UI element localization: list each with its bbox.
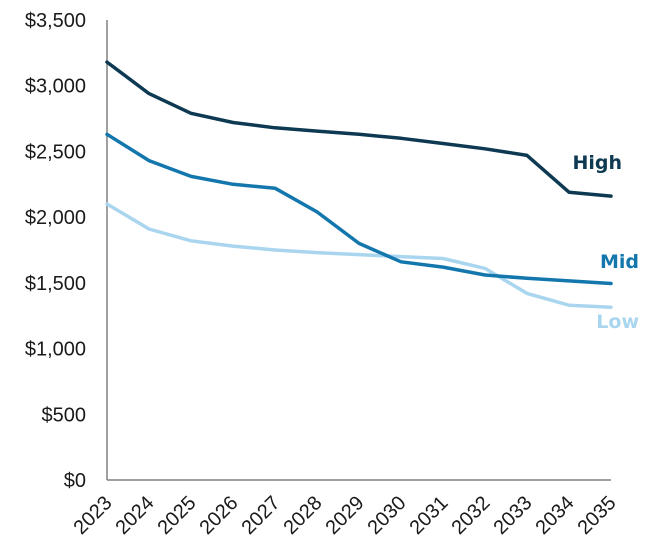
x-tick-label: 2027 <box>238 492 285 539</box>
y-tick-label: $3,000 <box>25 76 86 98</box>
x-tick-label: 2034 <box>532 492 579 539</box>
series-lines <box>105 60 613 309</box>
series-line-mid <box>105 132 613 286</box>
y-tick-label: $0 <box>64 470 86 492</box>
y-tick-label: $3,500 <box>25 10 86 32</box>
x-tick-label: 2024 <box>112 492 159 539</box>
series-label-high: High <box>572 152 622 174</box>
x-tick-label: 2023 <box>70 492 117 539</box>
x-tick-label: 2025 <box>154 492 201 539</box>
x-tick-label: 2028 <box>280 492 327 539</box>
axes <box>106 20 611 481</box>
y-tick-label: $2,000 <box>25 207 86 229</box>
x-tick-label: 2029 <box>322 492 369 539</box>
y-tick-label: $500 <box>42 404 87 426</box>
x-tick-label: 2031 <box>406 492 453 539</box>
series-label-mid: Mid <box>600 251 639 273</box>
x-tick-label: 2033 <box>490 492 537 539</box>
x-tick-label: 2035 <box>574 492 621 539</box>
series-labels: High Mid Low <box>572 152 639 333</box>
y-tick-label: $1,500 <box>25 273 86 295</box>
series-label-low: Low <box>596 311 639 333</box>
series-line-high <box>105 60 613 198</box>
x-axis-ticks: 2023202420252026202720282029203020312032… <box>70 492 621 539</box>
x-tick-label: 2026 <box>196 492 243 539</box>
y-tick-label: $2,500 <box>25 141 86 163</box>
x-tick-label: 2030 <box>364 492 411 539</box>
y-tick-label: $1,000 <box>25 339 86 361</box>
y-axis-ticks: $0 $500 $1,000 $1,500 $2,000 $2,500 $3,000 $3,5… <box>25 10 86 492</box>
series-line-low <box>105 202 613 309</box>
x-tick-label: 2032 <box>448 492 495 539</box>
